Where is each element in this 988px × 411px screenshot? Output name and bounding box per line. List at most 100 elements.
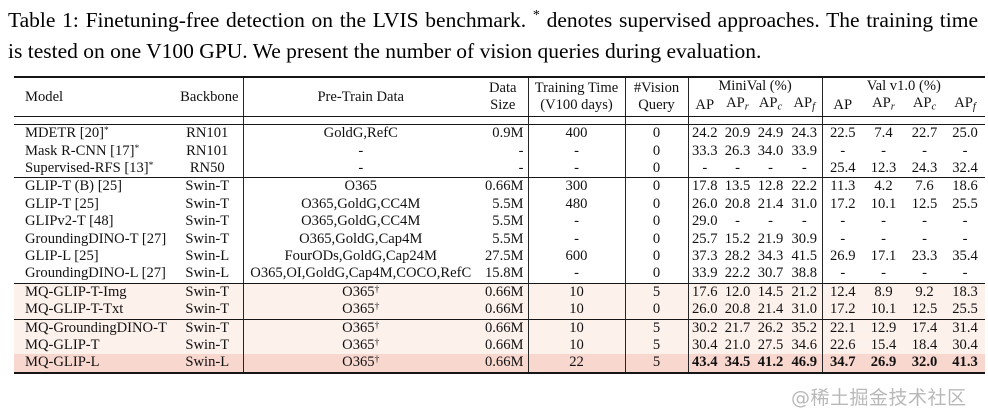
- cell-training-time: 400: [528, 124, 626, 143]
- table-row-glip-t-b-25-: GLIP-T (B) [25] Swin-T O365 0.66M 300 0 17.8 13…: [14, 177, 986, 196]
- cell-pretrain: GoldG,RefC: [243, 124, 478, 143]
- cell-pretrain: FourODs,GoldG,Cap24M: [284, 247, 437, 264]
- cell-minival-ap-f: 33.9: [787, 142, 823, 160]
- cell-model: MDETR [20]*: [14, 124, 172, 143]
- cell-val-ap-f: -: [962, 230, 968, 247]
- col-header-minival-apf: APf: [787, 94, 823, 118]
- cell-data-size: 27.5M: [478, 247, 529, 266]
- cell-model: MQ-GroundingDINO-T: [14, 318, 172, 337]
- cell-val-ap-c: -: [922, 265, 927, 282]
- cell-minival-ap-c: 21.9: [757, 230, 784, 247]
- cell-val-ap-r: 15.4: [863, 336, 904, 355]
- cell-val-ap-f: -: [962, 265, 968, 282]
- cell-training-time: 10: [528, 318, 626, 337]
- cell-minival-ap-c: [754, 117, 787, 125]
- cell-val-ap-c: 7.6: [904, 177, 945, 196]
- cell-val-ap-f: 35.4: [952, 247, 978, 264]
- cell-val-ap-c: -: [922, 142, 927, 159]
- cell-backbone: Swin-L: [172, 354, 244, 373]
- col-header-model: Model: [14, 77, 172, 118]
- cell-pretrain: O365,OI,GoldG,Cap4M,COCO,RefC: [250, 265, 472, 282]
- col-group-minival: MiniVal (%): [688, 77, 823, 95]
- cell-minival-ap-r: -: [735, 213, 740, 230]
- cell-val-ap-f: 25.5: [945, 301, 986, 320]
- col-group-val: Val v1.0 (%): [866, 78, 941, 94]
- cell-val-ap-r: -: [881, 213, 886, 230]
- cell-minival-ap-r: 15.2: [724, 230, 751, 247]
- cell-val-ap-r: -: [881, 230, 886, 247]
- cell-minival-ap-c: 24.9: [754, 124, 787, 143]
- cell-vision-query: 0: [625, 142, 689, 160]
- cell-backbone: Swin-T: [172, 213, 244, 231]
- col-header-minival-apc: APc: [754, 94, 787, 118]
- cell-minival-ap-r: 20.8: [724, 195, 751, 212]
- cell-model: GLIP-T (B) [25]: [14, 177, 172, 196]
- caption-part1: Table 1: Finetuning-free detection on th…: [8, 8, 533, 32]
- cell-backbone: Swin-T: [172, 336, 244, 355]
- cell-minival-ap-c: -: [768, 159, 773, 176]
- header-row-ap: AP APr APc APf AP APr APc APf: [14, 94, 986, 118]
- cell-data-size: 0.66M: [478, 354, 529, 373]
- cell-training-time: 600: [528, 247, 626, 266]
- cell-minival-ap-c: 12.8: [754, 177, 787, 196]
- cell-model: MQ-GLIP-T-Img: [14, 282, 172, 302]
- cell-model: GLIP-T [25]: [25, 195, 99, 212]
- cell-backbone: Swin-L: [172, 247, 244, 266]
- cell-pretrain: -: [358, 159, 364, 176]
- cell-pretrain: -: [358, 142, 364, 159]
- cell-val-ap-f: -: [962, 142, 968, 159]
- cell-pretrain: O365,GoldG,Cap4M: [299, 230, 423, 247]
- cell-training-time: -: [528, 230, 626, 248]
- cell-minival-ap: 17.6: [688, 282, 721, 302]
- cell-vision-query: 0: [625, 124, 689, 143]
- cell-minival-ap-c: 14.5: [754, 282, 787, 302]
- cell-training-time: 480: [528, 195, 626, 214]
- cell-minival-ap: 24.2: [688, 124, 721, 143]
- cell-val-ap-r: 10.1: [863, 301, 904, 320]
- cell-val-ap-c: 9.2: [904, 282, 945, 302]
- cell-minival-ap-c: 21.4: [757, 195, 784, 212]
- cell-minival-ap-c: 34.3: [757, 247, 784, 264]
- cell-data-size: 5.5M: [478, 230, 529, 248]
- cell-minival-ap-r: 20.9: [721, 124, 754, 143]
- cell-minival-ap-c: 21.4: [754, 301, 787, 320]
- cell-val-ap-r: 17.1: [870, 247, 897, 264]
- cell-minival-ap: 25.7: [691, 230, 718, 247]
- cell-val-ap: [822, 117, 863, 125]
- table-row-glipv2-t-48-: GLIPv2-T [48] Swin-T O365,GoldG,CC4M 5.5M -0…: [14, 213, 985, 231]
- table-row-mq-glip-t-txt: MQ-GLIP-T-Txt Swin-T O365† 0.66M 10 0 26.0 20.8…: [14, 301, 986, 320]
- cell-val-ap: 22.6: [822, 336, 863, 355]
- cell-val-ap-f: -: [962, 213, 968, 230]
- cell-minival-ap-f: 38.8: [787, 265, 823, 284]
- cell-model: MQ-GLIP-T: [14, 336, 172, 355]
- cell-val-ap-r: [863, 117, 904, 125]
- cell-data-size: 15.8M: [478, 265, 529, 284]
- cell-val-ap-c: 17.4: [904, 318, 945, 337]
- col-header-pretrain-data: Pre-Train Data: [243, 77, 478, 118]
- cell-val-ap-r: 10.1: [870, 195, 897, 212]
- cell-val-ap-c: 18.4: [904, 336, 945, 355]
- table-header: Model Backbone Pre-Train Data Data Size …: [14, 77, 986, 118]
- cell-data-size: 0.66M: [478, 318, 529, 337]
- cell-backbone: Swin-T: [172, 230, 244, 248]
- cell-vision-query: 0: [625, 159, 689, 178]
- col-header-minival-apr: APr: [721, 94, 754, 118]
- table-row-mdetr-20-: MDETR [20]* RN101 GoldG,RefC 0.9M 400 0 24.2 20…: [14, 124, 986, 143]
- cell-val-ap-r: 7.4: [863, 124, 904, 143]
- cell-backbone: Swin-L: [172, 265, 244, 284]
- cell-val-ap: 34.7: [822, 354, 863, 373]
- cell-model: Supervised-RFS [13]*: [25, 159, 154, 176]
- cell-minival-ap-r: 28.2: [724, 247, 751, 264]
- col-header-training-time: Training Time (V100 days): [528, 77, 626, 118]
- col-header-vision-query: #Vision Query: [625, 77, 689, 118]
- cell-val-ap-c: -: [922, 230, 927, 247]
- cell-minival-ap-f: 41.5: [787, 247, 823, 266]
- col-header-val-apc: APc: [904, 94, 945, 118]
- cell-training-time: 300: [528, 177, 626, 196]
- col-header-minival-ap: AP: [688, 94, 721, 118]
- cell-vision-query: 0: [625, 247, 689, 266]
- cell-minival-ap-r: 34.5: [721, 354, 754, 373]
- cell-minival-ap-r: 13.5: [721, 177, 754, 196]
- cell-pretrain: O365,GoldG,CC4M: [301, 195, 421, 212]
- cell-pretrain: [243, 117, 478, 125]
